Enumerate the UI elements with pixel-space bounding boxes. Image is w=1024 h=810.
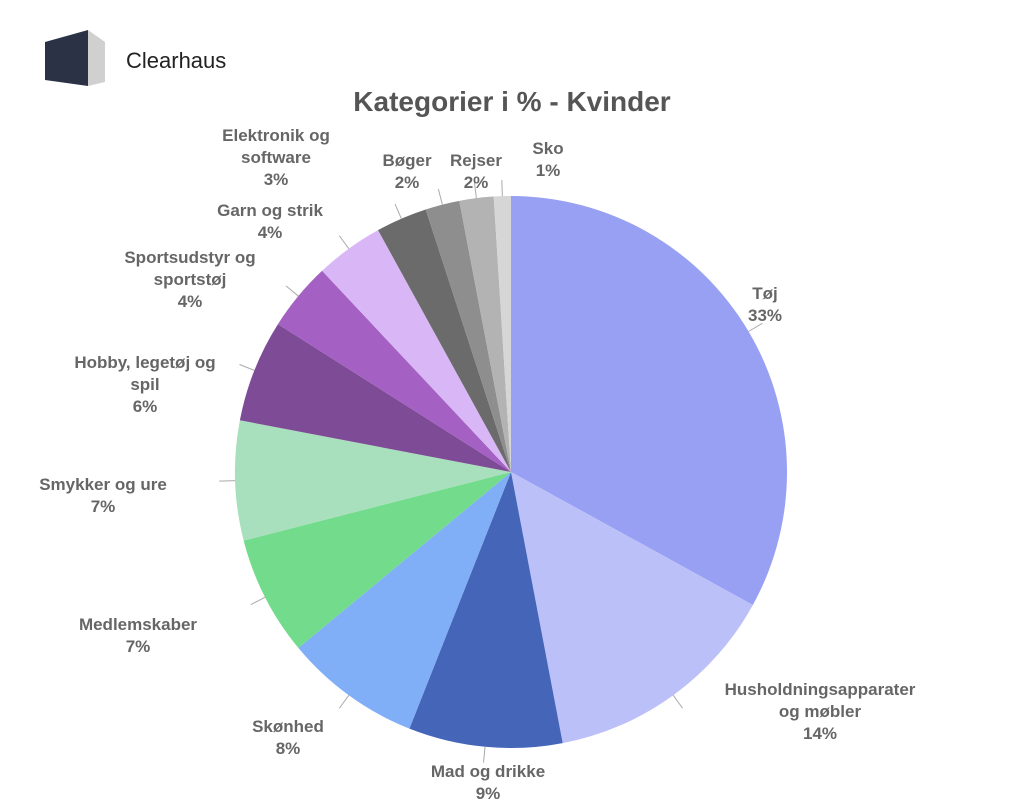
data-label: Garn og strik 4%	[200, 200, 340, 244]
data-label: Mad og drikke 9%	[408, 761, 568, 805]
label-category: Smykker og ure	[39, 475, 167, 494]
label-value: 14%	[802, 724, 838, 743]
data-label: Sportsudstyr og sportstøj 4%	[113, 247, 268, 313]
label-category: Medlemskaber	[78, 615, 198, 634]
pie-slice	[493, 196, 511, 472]
pie-slice	[298, 472, 511, 729]
label-value: 33%	[747, 306, 783, 325]
leader-line	[501, 180, 503, 197]
data-label: Hobby, legetøj og spil 6%	[58, 352, 233, 418]
leader-line	[748, 322, 763, 332]
label-category: Rejser	[450, 151, 502, 170]
leader-line	[338, 694, 350, 709]
label-category: Sportsudstyr og sportstøj	[124, 248, 256, 289]
label-value: 7%	[125, 637, 151, 656]
pie-slice	[234, 420, 511, 541]
data-label: Sko 1%	[523, 138, 573, 182]
label-category: Skønhed	[252, 717, 324, 736]
label-category: Bøger	[382, 151, 432, 170]
data-label: Smykker og ure 7%	[23, 474, 183, 518]
leader-line	[437, 189, 443, 205]
label-value: 2%	[463, 173, 489, 192]
pie-slice	[277, 270, 511, 472]
pie-slice	[409, 472, 563, 748]
label-category: Tøj	[752, 284, 778, 303]
label-value: 7%	[90, 497, 116, 516]
leader-line	[483, 746, 486, 763]
label-category: Elektronik og software	[222, 126, 330, 167]
pie-slice	[239, 324, 511, 472]
leader-line	[250, 596, 266, 606]
label-value: 4%	[177, 292, 203, 311]
leader-line	[473, 182, 477, 199]
label-value: 8%	[275, 739, 301, 758]
brand-name: Clearhaus	[126, 48, 227, 73]
leader-line	[239, 364, 255, 371]
data-label: Husholdningsapparater og møbler 14%	[723, 679, 918, 745]
label-category: Garn og strik	[217, 201, 323, 220]
pie-slice	[511, 472, 753, 744]
leader-line	[672, 694, 684, 709]
label-category: Husholdningsapparater og møbler	[724, 680, 916, 721]
pie-slice	[511, 196, 787, 605]
label-value: 1%	[535, 161, 561, 180]
data-label: Skønhed 8%	[238, 716, 338, 760]
pie-slice	[425, 200, 511, 472]
leader-line	[285, 285, 299, 297]
logo-mark	[88, 30, 105, 86]
label-category: Mad og drikke	[430, 762, 546, 781]
label-value: 3%	[263, 170, 289, 189]
data-label: Rejser 2%	[446, 150, 506, 194]
logo-mark	[45, 30, 88, 86]
data-label: Bøger 2%	[377, 150, 437, 194]
pie-slice	[322, 230, 511, 472]
leader-line	[338, 235, 350, 250]
label-value: 6%	[132, 397, 158, 416]
label-value: 4%	[257, 223, 283, 242]
pie-slice	[243, 472, 511, 648]
data-label: Tøj 33%	[725, 283, 805, 327]
pie-slice	[378, 209, 511, 472]
label-category: Hobby, legetøj og spil	[74, 353, 216, 394]
pie-slice	[459, 196, 511, 472]
label-category: Sko	[532, 139, 564, 158]
data-label: Medlemskaber 7%	[58, 614, 218, 658]
label-value: 2%	[394, 173, 420, 192]
leader-line	[219, 480, 236, 482]
label-value: 9%	[475, 784, 501, 803]
chart-title: Kategorier i % - Kvinder	[353, 86, 671, 117]
data-label: Elektronik og software 3%	[209, 125, 344, 191]
leader-line	[394, 203, 402, 219]
